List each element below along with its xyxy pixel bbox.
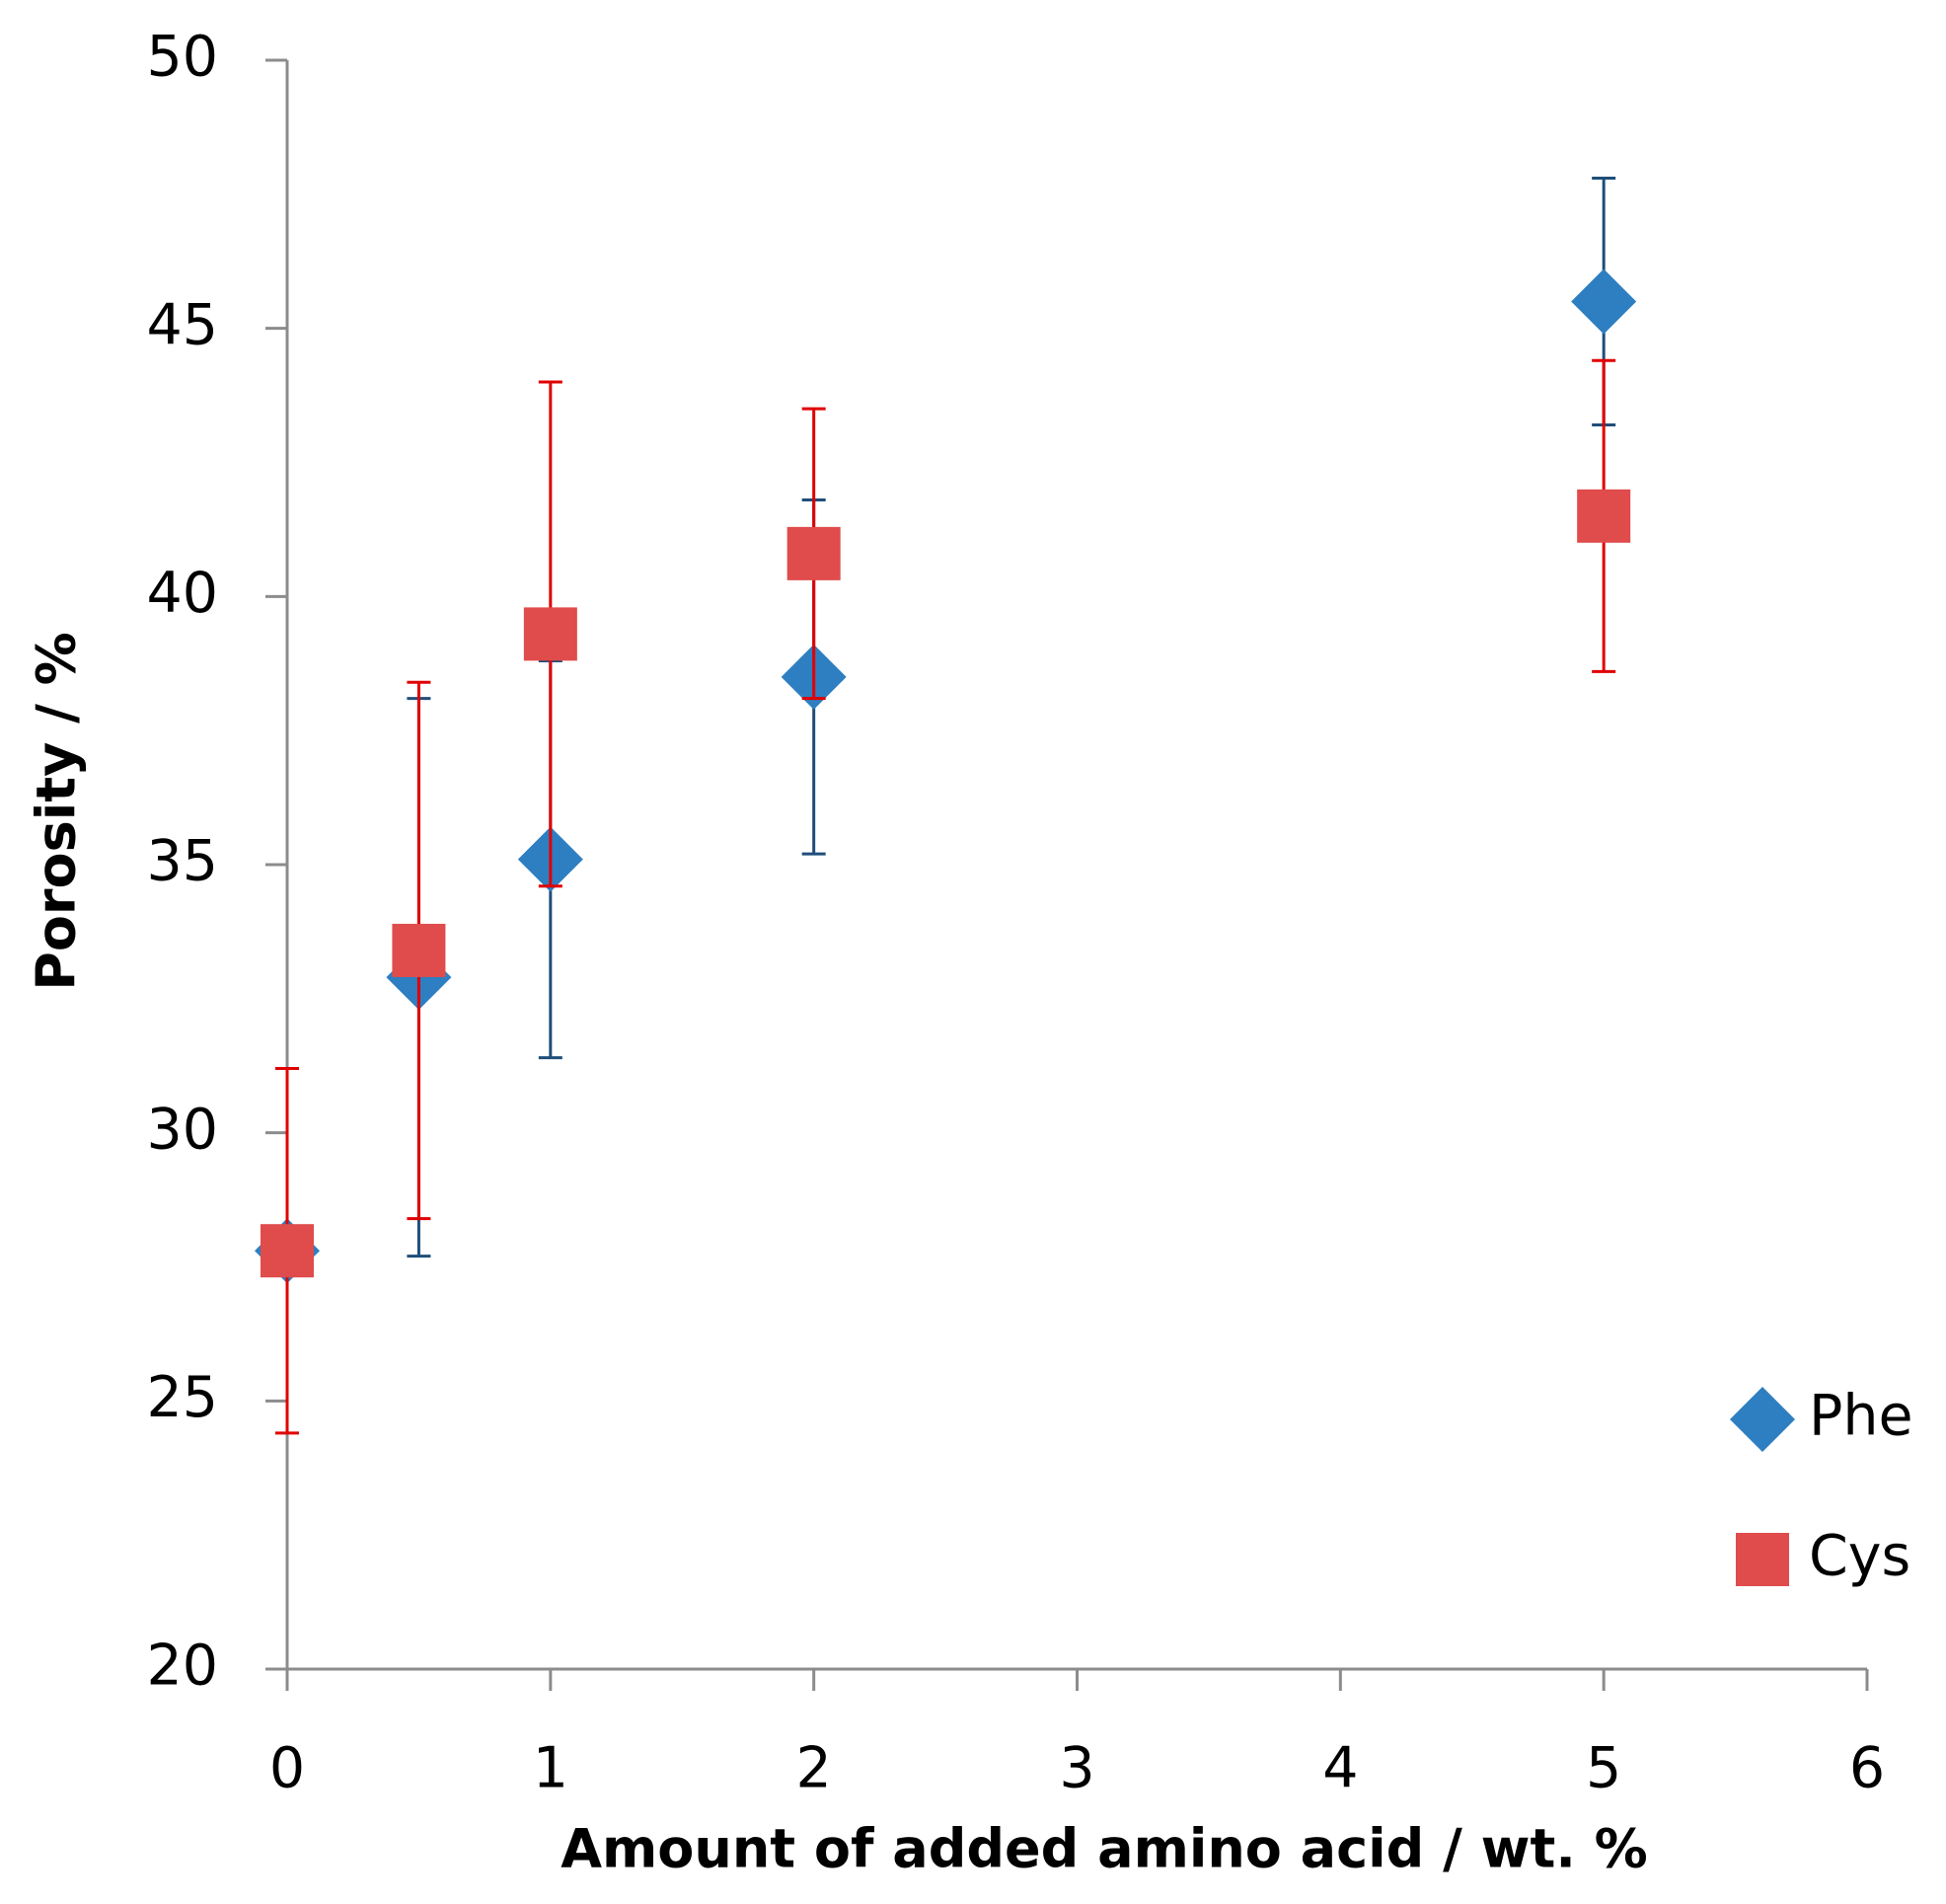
y-tick-label: 45 (146, 292, 218, 357)
y-tick-label: 35 (146, 829, 218, 894)
x-tick-label: 3 (1059, 1736, 1094, 1801)
x-tick-label: 4 (1322, 1736, 1358, 1801)
legend-marker (1736, 1533, 1789, 1586)
x-axis-title: Amount of added amino acid / wt. % (561, 1818, 1648, 1880)
data-point (523, 607, 577, 661)
legend-marker (1730, 1387, 1795, 1452)
x-tick-label: 1 (533, 1736, 568, 1801)
y-axis-title: Porosity / % (26, 632, 88, 991)
data-point (261, 1224, 314, 1278)
data-point (1577, 489, 1631, 543)
y-tick-label: 30 (146, 1097, 218, 1162)
x-tick-label: 0 (269, 1736, 305, 1801)
data-point (1571, 268, 1637, 335)
data-point (786, 526, 841, 580)
legend-label: Phe (1809, 1384, 1913, 1449)
x-tick-label: 5 (1586, 1736, 1621, 1801)
data-point (392, 923, 446, 977)
y-tick-label: 20 (146, 1634, 218, 1699)
y-tick-label: 50 (146, 25, 218, 90)
x-tick-label: 2 (796, 1736, 832, 1801)
y-tick-label: 40 (146, 561, 218, 626)
y-tick-label: 25 (146, 1365, 218, 1430)
legend-label: Cys (1809, 1524, 1910, 1589)
x-tick-label: 6 (1849, 1736, 1885, 1801)
